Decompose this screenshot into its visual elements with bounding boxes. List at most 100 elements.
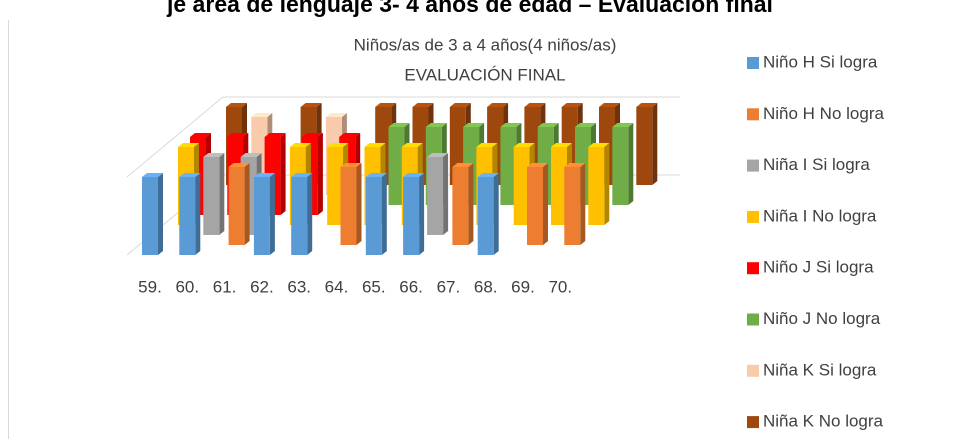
legend-label: Niño H No logra (763, 104, 884, 123)
bar-top (513, 143, 535, 147)
bar-top (636, 103, 658, 107)
page-heading: je área de lenguaje 3- 4 años de edad – … (166, 0, 773, 17)
legend-swatch (747, 364, 759, 377)
bar (564, 167, 581, 245)
bar-top (226, 103, 247, 107)
legend-swatch (747, 262, 759, 275)
bar-top (524, 103, 546, 107)
bar (527, 167, 543, 245)
bar-top (142, 173, 163, 177)
bar-side (493, 173, 499, 255)
x-tick-label: 66. (399, 277, 423, 296)
bar-top (190, 133, 211, 137)
bar-top (340, 163, 362, 167)
x-tick-label: 69. (511, 277, 535, 296)
bar-side (443, 153, 449, 235)
bar (203, 157, 220, 235)
bar-top (300, 103, 322, 107)
bar (291, 177, 308, 255)
bar-top (527, 163, 548, 167)
bar-top (463, 123, 485, 127)
bar (636, 107, 653, 185)
bar-top (476, 143, 498, 147)
x-tick-label: 62. (250, 277, 274, 296)
legend-swatch (747, 313, 759, 326)
bar (612, 127, 629, 205)
bar (340, 167, 357, 245)
bar-side (381, 173, 387, 255)
bar-top (178, 143, 199, 147)
bar-top (240, 153, 262, 157)
x-tick-label: 68. (474, 277, 498, 296)
chart-subtitle: EVALUACIÓN FINAL (404, 65, 565, 84)
x-tick-label: 67. (437, 277, 461, 296)
legend-label: Niña K Si logra (763, 360, 877, 379)
x-tick-label: 61. (213, 277, 237, 296)
bar-top (477, 173, 499, 177)
bar-top (537, 123, 559, 127)
bar (327, 147, 344, 225)
legend-label: Niño H Si logra (763, 52, 878, 71)
legend-label: Niña I No logra (763, 206, 877, 225)
bar-top (588, 143, 610, 147)
legend-label: Niña K No logra (763, 412, 884, 431)
legend-swatch (747, 210, 759, 223)
bar (365, 177, 382, 255)
bar-top (364, 143, 386, 147)
bar-top (425, 123, 447, 127)
bar-top (401, 143, 423, 147)
bar (253, 177, 270, 255)
bar-side (269, 173, 275, 255)
bar-top (339, 133, 361, 137)
bar-top (365, 173, 387, 177)
bar-top (575, 123, 596, 127)
bar-side (307, 173, 313, 255)
legend-label: Niño J Si logra (763, 258, 874, 277)
bar-side (244, 163, 250, 245)
bar-top (412, 103, 434, 107)
legend-swatch (747, 108, 759, 121)
bar-top (179, 173, 201, 177)
x-tick-label: 70. (548, 277, 572, 296)
bar-top (612, 123, 634, 127)
x-tick-label: 65. (362, 277, 386, 296)
bar-top (561, 103, 583, 107)
bar-top (375, 103, 397, 107)
bar-top (500, 123, 522, 127)
bar-top (327, 143, 349, 147)
bar-top (599, 103, 620, 107)
bar-side (604, 143, 610, 225)
bar-side (419, 173, 425, 255)
bar-top (228, 163, 250, 167)
legend-label: Niña I Si logra (763, 155, 870, 174)
bar-side (356, 163, 362, 245)
x-tick-label: 60. (175, 277, 199, 296)
bar-side (652, 103, 658, 185)
bar-side (219, 153, 225, 235)
bar-side (195, 173, 201, 255)
bar-side (158, 173, 163, 255)
bar-top (291, 173, 313, 177)
bar (551, 147, 567, 225)
bar-side (628, 123, 634, 205)
bar (513, 147, 530, 225)
bar (477, 177, 494, 255)
bar (403, 177, 420, 255)
bar (500, 127, 517, 205)
legend-swatch (747, 159, 759, 172)
bar-side (580, 163, 586, 245)
bar-top (427, 153, 449, 157)
bar-top (301, 133, 323, 137)
bar-top (388, 123, 410, 127)
bar (588, 147, 605, 225)
bar-top (551, 143, 572, 147)
x-tick-label: 59. (138, 277, 162, 296)
bar-side (468, 163, 474, 245)
bar-top (227, 133, 249, 137)
bar-top (264, 133, 286, 137)
bar-top (289, 143, 311, 147)
bar-top (487, 103, 509, 107)
bar (228, 167, 245, 245)
